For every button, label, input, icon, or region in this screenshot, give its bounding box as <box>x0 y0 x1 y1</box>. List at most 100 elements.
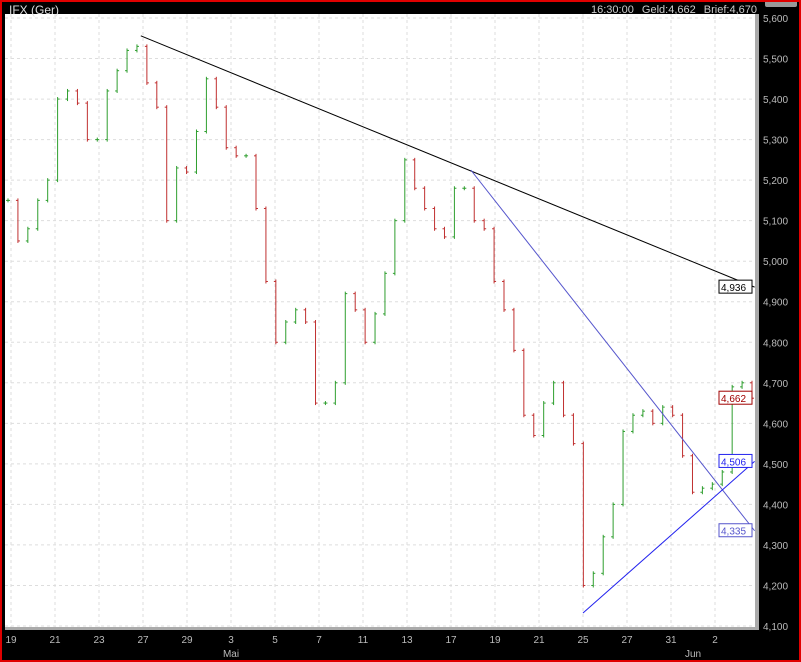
x-tick-label: 7 <box>316 635 322 646</box>
y-tick-label: 4,800 <box>763 338 788 349</box>
price-bar <box>670 405 675 418</box>
price-bar <box>45 178 50 203</box>
y-tick-label: 4,900 <box>763 298 788 309</box>
trendline-label-box <box>718 453 753 468</box>
price-bar <box>402 157 407 223</box>
price-bar <box>184 165 189 175</box>
instrument-title: IFX (Ger) <box>9 3 59 17</box>
y-tick-label: 4,100 <box>763 622 788 633</box>
price-bar <box>174 165 179 223</box>
price-bar <box>204 76 209 134</box>
x-tick-label: 25 <box>577 635 589 646</box>
y-tick-label: 4,400 <box>763 500 788 511</box>
price-bar <box>313 320 318 406</box>
price-bar <box>283 320 288 345</box>
y-tick-label: 5,000 <box>763 257 788 268</box>
trendline-value-label: 4,936 <box>721 283 746 294</box>
price-bar <box>244 153 249 158</box>
quote-info: 16:30:00 Geld:4,662 Brief:4,670 <box>586 4 757 16</box>
x-tick-label: 27 <box>621 635 633 646</box>
price-bar <box>363 307 368 345</box>
y-tick-label: 4,600 <box>763 419 788 430</box>
price-bar <box>601 534 606 576</box>
plot-bottom-edge <box>5 627 759 630</box>
price-bar <box>333 380 338 406</box>
y-tick-label: 5,100 <box>763 217 788 228</box>
price-bar <box>740 380 745 389</box>
price-bar <box>621 429 626 507</box>
price-bar <box>700 486 705 495</box>
x-tick-label: 27 <box>137 635 149 646</box>
y-tick-label: 4,500 <box>763 460 788 471</box>
price-bar <box>373 311 378 345</box>
plot-scroll-edge <box>755 14 759 629</box>
x-tick-label: 21 <box>49 635 61 646</box>
x-tick-label: 19 <box>5 635 17 646</box>
trendline-label-box <box>718 279 753 294</box>
price-bar <box>541 401 546 438</box>
close-button[interactable] <box>765 2 797 7</box>
price-bar <box>442 226 447 239</box>
price-bar <box>55 97 60 183</box>
price-bar <box>571 413 576 446</box>
price-bar <box>144 44 149 85</box>
last-price-box <box>718 390 753 405</box>
trendline-value-label: 4,506 <box>721 457 746 468</box>
price-bar <box>581 441 586 588</box>
trendline <box>470 169 755 532</box>
price-bar <box>134 44 139 53</box>
price-bar <box>35 198 40 231</box>
y-tick-label: 5,200 <box>763 176 788 187</box>
bid-price: Geld:4,662 <box>641 4 696 16</box>
price-bar <box>660 405 665 426</box>
price-bar <box>502 279 506 312</box>
price-bar <box>154 80 159 110</box>
x-tick-label: 19 <box>489 635 501 646</box>
ask-price: Brief:4,670 <box>703 4 757 16</box>
trendline <box>140 35 755 288</box>
price-bar <box>105 88 110 142</box>
price-bar <box>492 226 497 284</box>
month-label: Jun <box>685 649 701 660</box>
price-bar <box>511 307 516 353</box>
price-bar <box>343 291 348 385</box>
price-bar <box>353 291 358 312</box>
x-tick-label: 23 <box>93 635 105 646</box>
price-bar <box>412 157 417 191</box>
trendline-value-label: 4,335 <box>721 527 746 538</box>
price-bar <box>630 413 635 434</box>
x-tick-label: 2 <box>712 635 718 646</box>
price-bar <box>521 348 526 418</box>
price-bar <box>224 105 229 150</box>
y-tick-label: 5,500 <box>763 55 788 66</box>
price-bar <box>611 502 616 539</box>
x-tick-label: 5 <box>272 635 278 646</box>
price-bar <box>65 88 70 102</box>
price-bar <box>214 76 219 110</box>
price-bar <box>234 145 239 158</box>
price-bar <box>25 226 30 243</box>
price-bar <box>95 137 100 142</box>
y-tick-label: 5,600 <box>763 14 788 25</box>
x-tick-label: 21 <box>533 635 545 646</box>
x-tick-label: 13 <box>401 635 413 646</box>
x-tick-label: 3 <box>228 635 234 646</box>
price-bar <box>382 271 387 316</box>
trendline <box>582 461 755 614</box>
price-bar <box>482 218 487 231</box>
y-tick-label: 4,700 <box>763 379 788 390</box>
y-tick-label: 5,300 <box>763 136 788 147</box>
price-bar <box>323 401 328 406</box>
price-bar <box>452 186 457 239</box>
price-bar <box>273 279 278 345</box>
price-bar <box>75 88 80 106</box>
quote-time: 16:30:00 <box>591 4 634 16</box>
price-bar <box>462 186 467 191</box>
price-bar <box>254 153 258 211</box>
price-bar <box>432 206 437 231</box>
price-bar <box>194 129 199 175</box>
trendline-label-box <box>718 523 753 538</box>
price-bar <box>531 413 536 438</box>
